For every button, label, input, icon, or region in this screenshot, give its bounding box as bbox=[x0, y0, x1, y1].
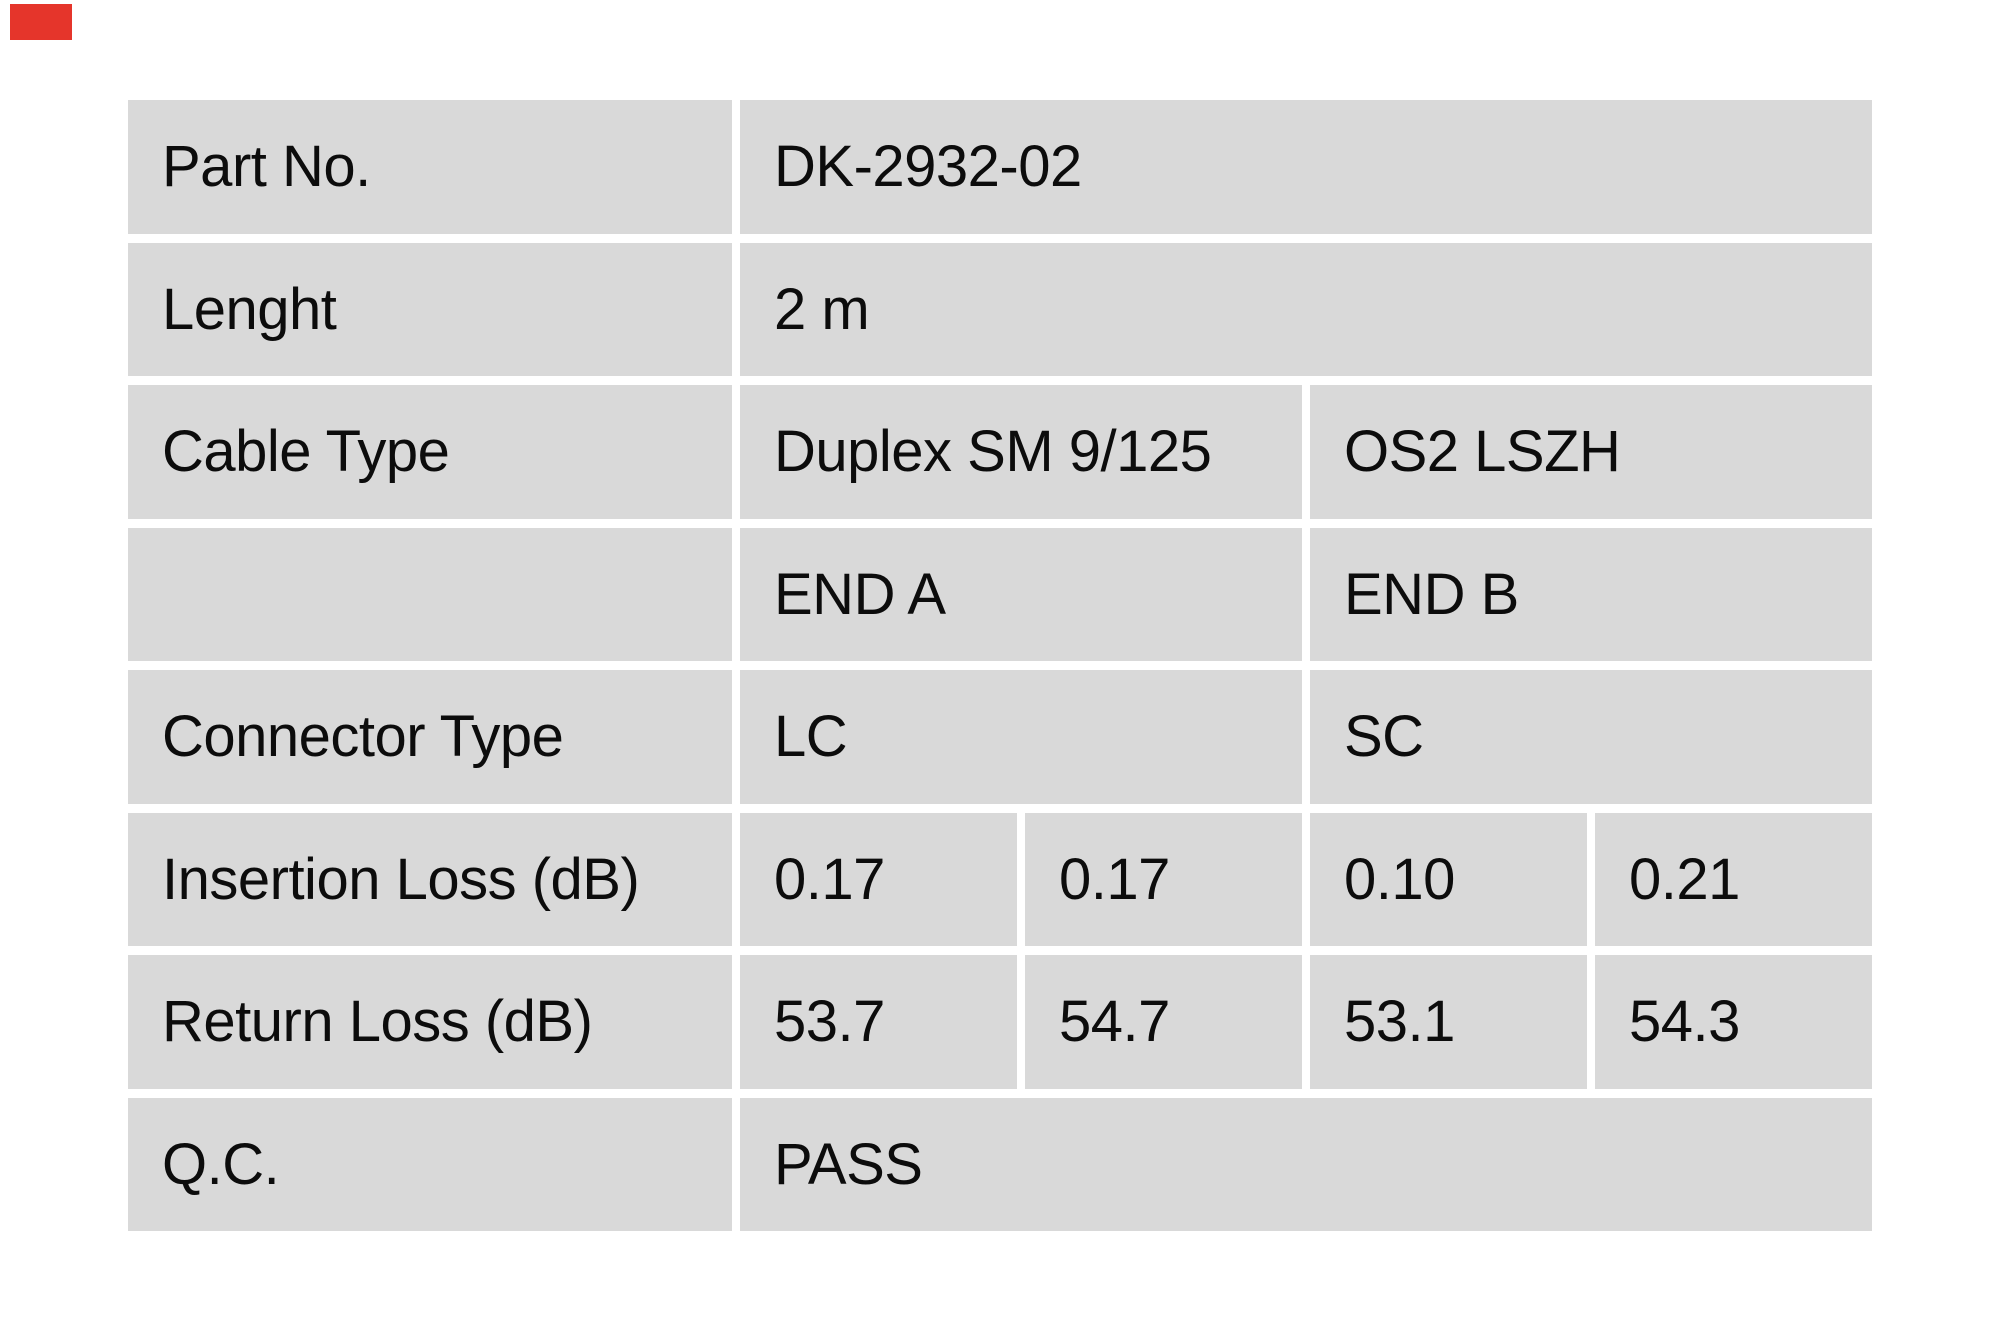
connector-type-label: Connector Type bbox=[128, 670, 732, 804]
insertion-loss-end-a-fiber-1: 0.17 bbox=[740, 812, 1017, 946]
return-loss-end-a-fiber-2: 54.7 bbox=[1025, 955, 1302, 1089]
return-loss-end-a-fiber-1: 53.7 bbox=[740, 955, 1017, 1089]
insertion-loss-end-b-fiber-2: 0.21 bbox=[1595, 812, 1872, 946]
red-logo-block bbox=[10, 4, 72, 40]
return-loss-label: Return Loss (dB) bbox=[128, 955, 732, 1089]
cable-type-label: Cable Type bbox=[128, 385, 732, 519]
length-value: 2 m bbox=[740, 242, 1872, 376]
connector-type-end-b: SC bbox=[1310, 670, 1872, 804]
insertion-loss-end-a-fiber-2: 0.17 bbox=[1025, 812, 1302, 946]
cable-type-value-1: Duplex SM 9/125 bbox=[740, 385, 1302, 519]
qc-label: Q.C. bbox=[128, 1097, 732, 1231]
end-a-header: END A bbox=[740, 527, 1302, 661]
qc-result-value: PASS bbox=[740, 1097, 1872, 1231]
qc-report-table: Part No. DK-2932-02 Lenght 2 m Cable Typ… bbox=[128, 100, 1872, 1231]
part-no-label: Part No. bbox=[128, 100, 732, 234]
return-loss-end-b-fiber-2: 54.3 bbox=[1595, 955, 1872, 1089]
cable-type-value-2: OS2 LSZH bbox=[1310, 385, 1872, 519]
insertion-loss-end-b-fiber-1: 0.10 bbox=[1310, 812, 1587, 946]
end-header-spacer bbox=[128, 527, 732, 661]
end-b-header: END B bbox=[1310, 527, 1872, 661]
length-label: Lenght bbox=[128, 242, 732, 376]
insertion-loss-label: Insertion Loss (dB) bbox=[128, 812, 732, 946]
return-loss-end-b-fiber-1: 53.1 bbox=[1310, 955, 1587, 1089]
part-no-value: DK-2932-02 bbox=[740, 100, 1872, 234]
connector-type-end-a: LC bbox=[740, 670, 1302, 804]
